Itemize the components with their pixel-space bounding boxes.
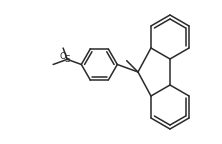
Text: S: S [64,55,70,64]
Text: O: O [60,52,67,61]
